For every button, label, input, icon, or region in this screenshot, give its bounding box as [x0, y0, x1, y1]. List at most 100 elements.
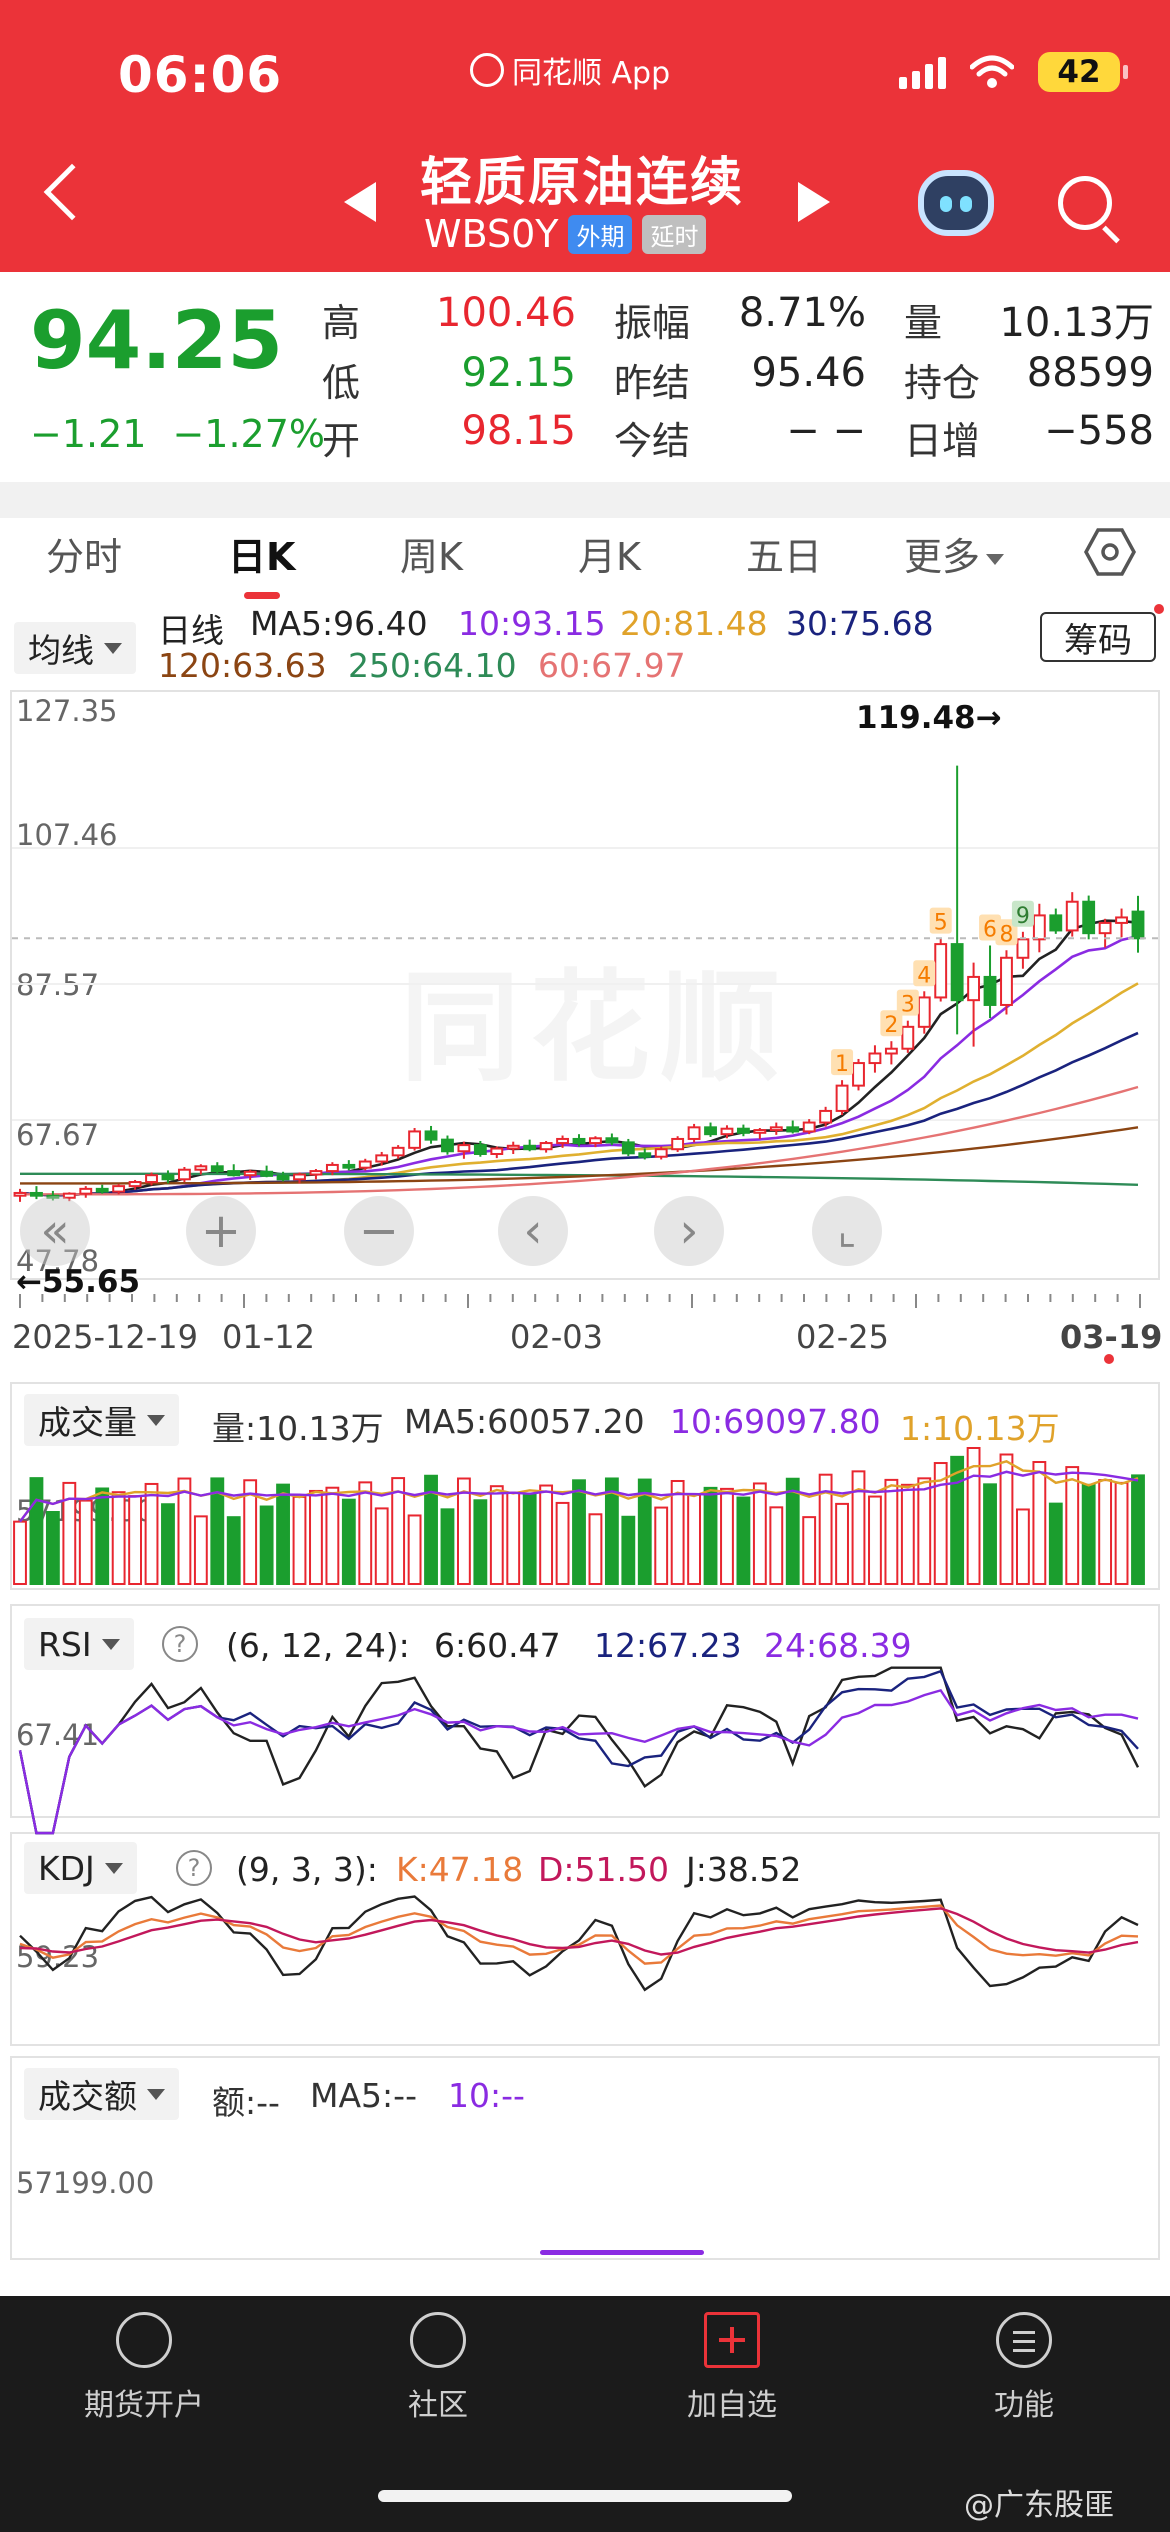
zoom-in-button[interactable]: +: [186, 1196, 256, 1266]
candle-body: [556, 1137, 569, 1145]
volume-panel-frame: [10, 1382, 1160, 1590]
amplitude-value: 8.71%: [738, 290, 866, 336]
volume-label: 量: [904, 301, 943, 345]
daily-increase-value: −558: [1044, 408, 1154, 454]
open-value: 98.15: [461, 408, 576, 454]
candle-body: [1131, 910, 1145, 940]
candle-body: [687, 1126, 701, 1140]
ma-selector[interactable]: 均线: [14, 622, 136, 674]
weibo-credit: @广东股匪: [964, 2488, 1114, 2523]
volume-bar: [128, 1495, 143, 1586]
amount-panel-frame: [10, 2056, 1160, 2260]
candle-body: [79, 1187, 93, 1195]
amplitude-label: 振幅: [614, 301, 691, 345]
help-icon[interactable]: ?: [176, 1850, 212, 1886]
volume-selector-label: 成交量: [38, 1403, 137, 1442]
signal-marker-label: 2: [884, 1013, 898, 1038]
signal-marker: [1011, 900, 1034, 927]
volume-bar: [391, 1477, 406, 1586]
candle-body: [441, 1138, 454, 1153]
volume-bar: [604, 1477, 619, 1586]
signal-marker: [913, 960, 936, 987]
scroll-left-button[interactable]: ‹: [498, 1196, 568, 1266]
prev-settle-value: 95.46: [751, 350, 866, 396]
settings-hexagon-icon[interactable]: [1084, 526, 1136, 578]
volume-ma10: 10:69097.80: [670, 1402, 881, 1441]
volume-ma10-line: [19, 1470, 1139, 1523]
tab-monthly-k[interactable]: 月K: [578, 535, 641, 579]
volume-bar: [736, 1496, 751, 1585]
date-axis-label: 02-03: [510, 1318, 603, 1356]
nav-add-watchlist[interactable]: 加自选: [622, 2312, 842, 2424]
open-interest-value: 88599: [1026, 350, 1154, 396]
candle-body: [490, 1147, 504, 1155]
volume-bar: [900, 1483, 915, 1586]
assistant-robot-icon[interactable]: [918, 170, 994, 236]
period-tabs: 分时 日K 周K 月K 五日 更多: [0, 510, 1170, 600]
candle-body: [983, 975, 997, 1006]
volume-selector[interactable]: 成交量: [24, 1394, 179, 1446]
kline-type-label: 日线: [158, 611, 224, 650]
settle-value: − −: [786, 408, 866, 454]
tab-weekly-k[interactable]: 周K: [400, 535, 463, 579]
volume-bar: [588, 1513, 603, 1585]
fullscreen-button[interactable]: ⌞: [812, 1196, 882, 1266]
volume-bar: [687, 1493, 702, 1586]
rsi-panel-frame: [10, 1604, 1160, 1818]
price-axis-label: 67.67: [16, 1118, 100, 1152]
tab-daily-k[interactable]: 日K: [228, 535, 296, 579]
wifi-icon: [970, 55, 1014, 88]
amount-selector[interactable]: 成交额: [24, 2068, 179, 2120]
candle-body: [243, 1170, 257, 1177]
candle-body: [325, 1163, 339, 1173]
tab-more[interactable]: 更多: [904, 526, 1005, 581]
chevron-down-icon: [147, 2088, 165, 2100]
rsi-selector[interactable]: RSI: [24, 1618, 134, 1670]
open-label: 开: [322, 419, 361, 463]
ma60-line: [20, 1085, 1139, 1196]
status-app-label: 同花顺 App: [470, 48, 670, 92]
search-icon[interactable]: [1058, 176, 1112, 230]
ma250-value: 250:64.10: [348, 646, 517, 685]
candle-body: [1049, 914, 1063, 932]
next-contract-icon[interactable]: [798, 182, 830, 222]
low-label: 低: [322, 361, 361, 405]
kdj-k-line: [19, 1904, 1139, 1965]
nav-functions[interactable]: 功能: [914, 2312, 1134, 2424]
nav-community[interactable]: 社区: [328, 2312, 548, 2424]
help-icon[interactable]: ?: [162, 1626, 198, 1662]
battery-icon: 42: [1038, 52, 1128, 92]
prev-contract-icon[interactable]: [344, 182, 376, 222]
chips-distribution-button[interactable]: 筹码: [1040, 612, 1156, 662]
volume-bar: [374, 1507, 389, 1586]
volume-bar: [785, 1477, 800, 1585]
volume-bar: [226, 1516, 241, 1585]
candle-body: [293, 1173, 306, 1181]
zoom-out-button[interactable]: −: [344, 1196, 414, 1266]
volume-bar: [29, 1477, 44, 1585]
signal-marker: [831, 1049, 854, 1076]
candle-body: [523, 1144, 537, 1151]
tab-more-label: 更多: [904, 535, 981, 579]
nav-futures-account[interactable]: 期货开户: [34, 2312, 254, 2424]
volume-bar: [144, 1482, 159, 1585]
candle-body: [934, 943, 948, 999]
scroll-right-button[interactable]: ›: [654, 1196, 724, 1266]
volume-bar: [62, 1481, 77, 1585]
scroll-left-fast-button[interactable]: «: [20, 1196, 90, 1266]
candle-body: [1115, 916, 1128, 924]
volume-bar: [489, 1485, 504, 1586]
candle-body: [720, 1127, 734, 1136]
ma120-value: 120:63.63: [158, 646, 327, 685]
user-icon: [116, 2312, 172, 2368]
volume-bar: [210, 1477, 225, 1585]
tab-five-day[interactable]: 五日: [746, 535, 823, 579]
volume-bar: [1081, 1483, 1096, 1586]
chevron-down-icon: [147, 1414, 165, 1426]
status-app-name: 同花顺 App: [512, 56, 671, 91]
kdj-selector[interactable]: KDJ: [24, 1842, 137, 1894]
delay-tag: 延时: [642, 214, 707, 254]
high-value: 100.46: [436, 290, 576, 336]
tab-intraday[interactable]: 分时: [46, 535, 123, 579]
kdj-selector-label: KDJ: [38, 1848, 95, 1888]
